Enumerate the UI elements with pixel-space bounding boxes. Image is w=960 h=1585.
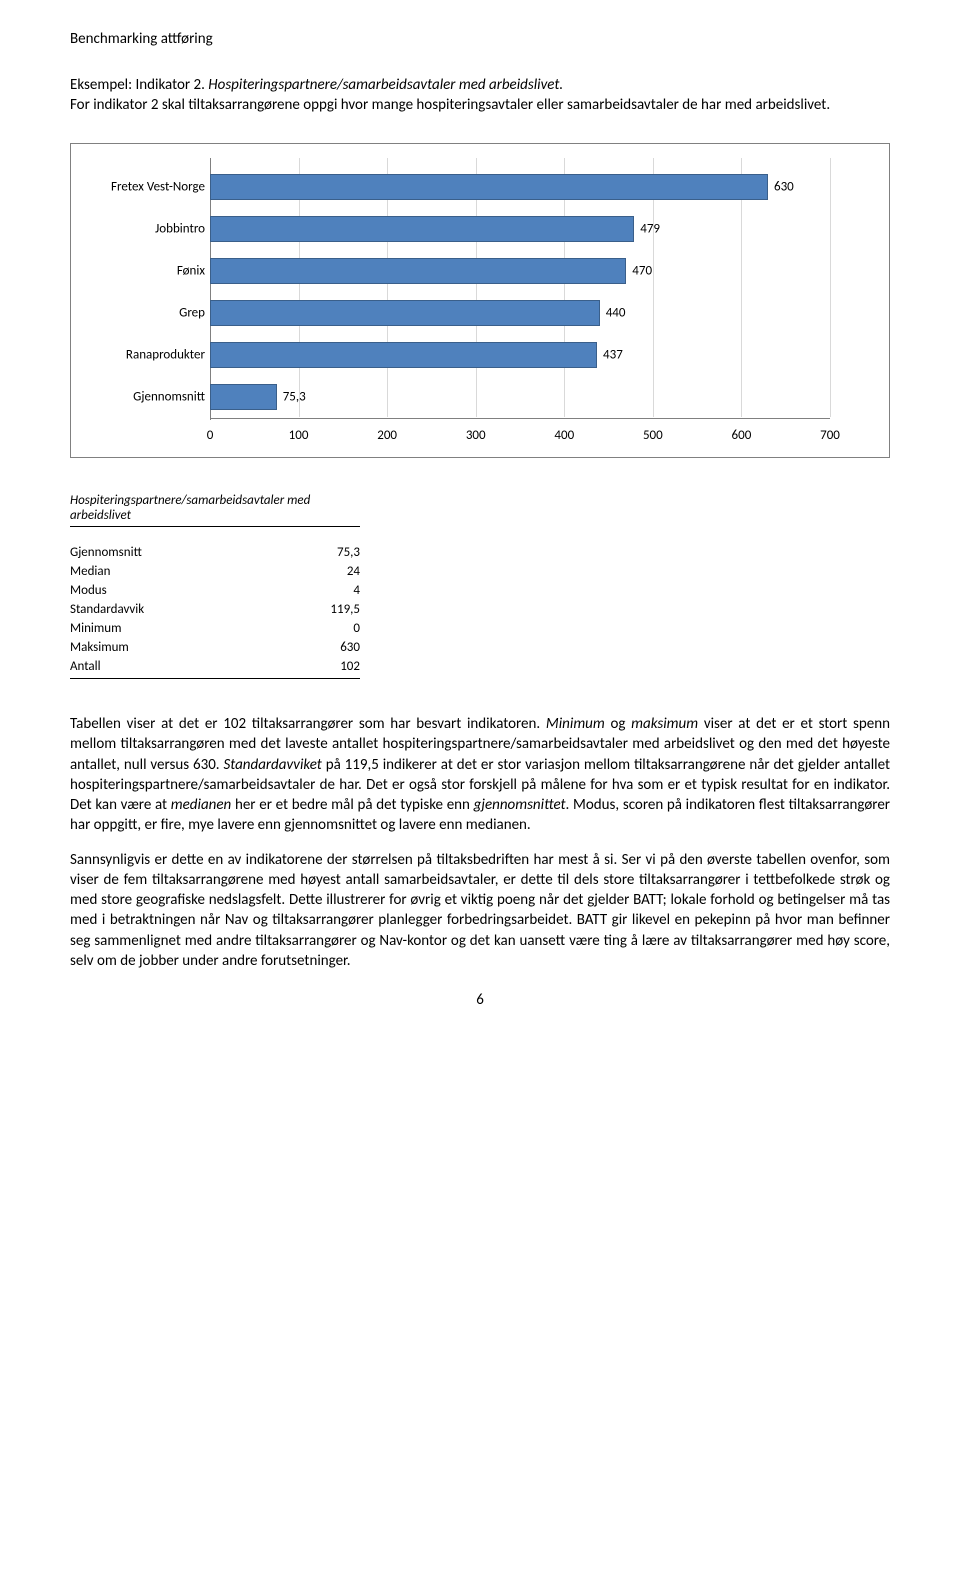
stat-value: 24 (347, 564, 360, 579)
stat-value: 102 (340, 659, 360, 674)
category-label: Ranaprodukter (126, 348, 205, 363)
table-row: Standardavvik 119,5 (70, 600, 360, 619)
stat-value: 4 (353, 583, 360, 598)
table-row: Antall 102 (70, 657, 360, 679)
category-label: Gjennomsnitt (133, 390, 205, 405)
stats-table-title: Hospiteringspartnere/samarbeidsavtaler m… (70, 493, 360, 527)
bar (210, 258, 626, 284)
table-row: Median 24 (70, 562, 360, 581)
text-em: medianen (171, 796, 231, 814)
bar-value-label: 479 (640, 222, 660, 237)
table-row: Minimum 0 (70, 619, 360, 638)
table-row: Gjennomsnitt 75,3 (70, 543, 360, 562)
intro-paragraph: Eksempel: Indikator 2. Hospiteringspartn… (70, 76, 890, 115)
page-number: 6 (70, 991, 890, 1009)
category-label: Grep (179, 306, 205, 321)
bar-value-label: 437 (603, 348, 623, 363)
bar-chart: 0 100 200 300 400 500 600 700 Fretex Vest-Norge 6… (70, 143, 890, 458)
table-row: Maksimum 630 (70, 638, 360, 657)
bar (210, 342, 597, 368)
x-axis-line (210, 418, 830, 419)
intro-prefix: Eksempel: Indikator 2. (70, 76, 208, 94)
bar-value-label: 470 (632, 264, 652, 279)
intro-emphasis: Hospiteringspartnere/samarbeidsavtaler m… (208, 76, 563, 94)
stat-label: Antall (70, 659, 101, 674)
bar (210, 384, 277, 410)
intro-line2: For indikator 2 skal tiltaksarrangørene … (70, 96, 830, 114)
stats-table: Gjennomsnitt 75,3 Median 24 Modus 4 Standardav… (70, 543, 360, 679)
x-tick-label: 400 (554, 428, 574, 443)
bar-value-label: 630 (774, 180, 794, 195)
text-em: maksimum (631, 715, 698, 733)
stat-label: Standardavvik (70, 602, 144, 617)
bar (210, 300, 600, 326)
body-paragraph-1: Tabellen viser at det er 102 tiltaksarra… (70, 714, 890, 836)
stat-label: Gjennomsnitt (70, 545, 142, 560)
gridline (830, 158, 831, 417)
bar (210, 174, 768, 200)
stat-label: Modus (70, 583, 107, 598)
stat-value: 75,3 (337, 545, 360, 560)
body-paragraph-2: Sannsynligvis er dette en av indikatoren… (70, 850, 890, 972)
x-tick-label: 100 (289, 428, 309, 443)
text: og (605, 715, 631, 733)
x-tick-label: 0 (207, 428, 214, 443)
category-label: Fønix (177, 264, 205, 279)
category-label: Fretex Vest-Norge (111, 180, 205, 195)
x-tick-label: 300 (466, 428, 486, 443)
x-tick-label: 500 (643, 428, 663, 443)
stat-value: 119,5 (330, 602, 360, 617)
x-tick-label: 600 (732, 428, 752, 443)
stat-value: 630 (340, 640, 360, 655)
x-tick-label: 200 (377, 428, 397, 443)
text-em: Minimum (546, 715, 605, 733)
bar-value-label: 75,3 (283, 390, 306, 405)
table-row: Modus 4 (70, 581, 360, 600)
text: her er et bedre mål på det typiske enn (231, 796, 473, 814)
bar-value-label: 440 (606, 306, 626, 321)
page-header: Benchmarking attføring (70, 30, 890, 48)
stat-label: Maksimum (70, 640, 129, 655)
stat-label: Median (70, 564, 110, 579)
x-tick-label: 700 (820, 428, 840, 443)
bar (210, 216, 634, 242)
text-em: Standardavviket (223, 756, 321, 774)
stat-label: Minimum (70, 621, 122, 636)
stat-value: 0 (353, 621, 360, 636)
text: Tabellen viser at det er 102 tiltaksarra… (70, 715, 546, 733)
text-em: gjennomsnittet (474, 796, 566, 814)
category-label: Jobbintro (155, 222, 205, 237)
